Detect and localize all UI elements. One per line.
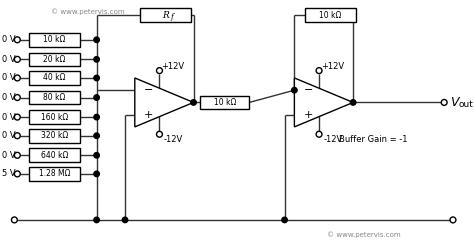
Text: 10 kΩ: 10 kΩ (43, 35, 66, 44)
Circle shape (11, 217, 18, 223)
Text: 0 V: 0 V (2, 55, 15, 64)
Text: 0 V: 0 V (2, 74, 15, 83)
Text: 0 V: 0 V (2, 151, 15, 160)
Circle shape (94, 133, 100, 138)
Circle shape (94, 217, 100, 223)
Bar (29, 110, 80, 124)
Text: 0 V: 0 V (2, 131, 15, 140)
Text: −: − (303, 85, 313, 95)
Circle shape (14, 152, 20, 158)
Text: +12V: +12V (321, 62, 344, 71)
Bar (29, 52, 80, 66)
Text: 10 kΩ: 10 kΩ (214, 98, 236, 107)
Circle shape (14, 133, 20, 139)
Circle shape (94, 37, 100, 43)
Text: 640 kΩ: 640 kΩ (41, 151, 68, 160)
Bar (29, 148, 80, 162)
Circle shape (94, 57, 100, 62)
Circle shape (14, 56, 20, 62)
Circle shape (282, 217, 287, 223)
Text: +: + (303, 110, 313, 120)
Circle shape (14, 114, 20, 120)
Circle shape (191, 100, 196, 105)
Circle shape (94, 95, 100, 100)
Text: -12V: -12V (323, 135, 342, 144)
Polygon shape (135, 78, 193, 127)
Circle shape (14, 75, 20, 81)
Text: 0 V: 0 V (2, 113, 15, 122)
Circle shape (14, 171, 20, 177)
Text: 0 V: 0 V (2, 35, 15, 44)
Circle shape (350, 100, 356, 105)
Bar (140, 8, 191, 22)
Text: 5 V: 5 V (2, 169, 15, 178)
Text: -12V: -12V (164, 135, 183, 144)
Text: −: − (144, 85, 153, 95)
Text: 0 V: 0 V (2, 93, 15, 102)
Text: Buffer Gain = -1: Buffer Gain = -1 (339, 135, 408, 144)
Text: 320 kΩ: 320 kΩ (41, 131, 68, 140)
Bar (29, 129, 80, 143)
Circle shape (94, 153, 100, 158)
Text: +: + (144, 110, 153, 120)
Text: out: out (459, 100, 474, 109)
Circle shape (94, 75, 100, 81)
Circle shape (292, 87, 297, 93)
Circle shape (14, 37, 20, 43)
Circle shape (441, 99, 447, 105)
Text: © www.petervis.com: © www.petervis.com (51, 8, 124, 15)
Circle shape (122, 217, 128, 223)
Bar (201, 96, 249, 109)
Circle shape (156, 68, 163, 74)
Circle shape (316, 68, 322, 74)
Text: 40 kΩ: 40 kΩ (43, 74, 66, 83)
Text: $\it{V}$: $\it{V}$ (450, 96, 461, 109)
Polygon shape (294, 78, 353, 127)
Circle shape (94, 171, 100, 177)
Bar (29, 91, 80, 104)
Bar (29, 167, 80, 181)
Text: © www.petervis.com: © www.petervis.com (327, 231, 401, 238)
Text: f: f (170, 13, 173, 21)
Bar (305, 8, 356, 22)
Text: 10 kΩ: 10 kΩ (319, 11, 342, 20)
Circle shape (316, 131, 322, 137)
Text: 20 kΩ: 20 kΩ (43, 55, 66, 64)
Text: 80 kΩ: 80 kΩ (43, 93, 66, 102)
Text: 160 kΩ: 160 kΩ (41, 113, 68, 122)
Text: +12V: +12V (162, 62, 185, 71)
Bar (29, 33, 80, 47)
Circle shape (156, 131, 163, 137)
Circle shape (94, 114, 100, 120)
Text: R: R (162, 11, 169, 20)
Circle shape (450, 217, 456, 223)
Bar (29, 71, 80, 85)
Text: 1.28 MΩ: 1.28 MΩ (39, 169, 70, 178)
Circle shape (14, 95, 20, 100)
